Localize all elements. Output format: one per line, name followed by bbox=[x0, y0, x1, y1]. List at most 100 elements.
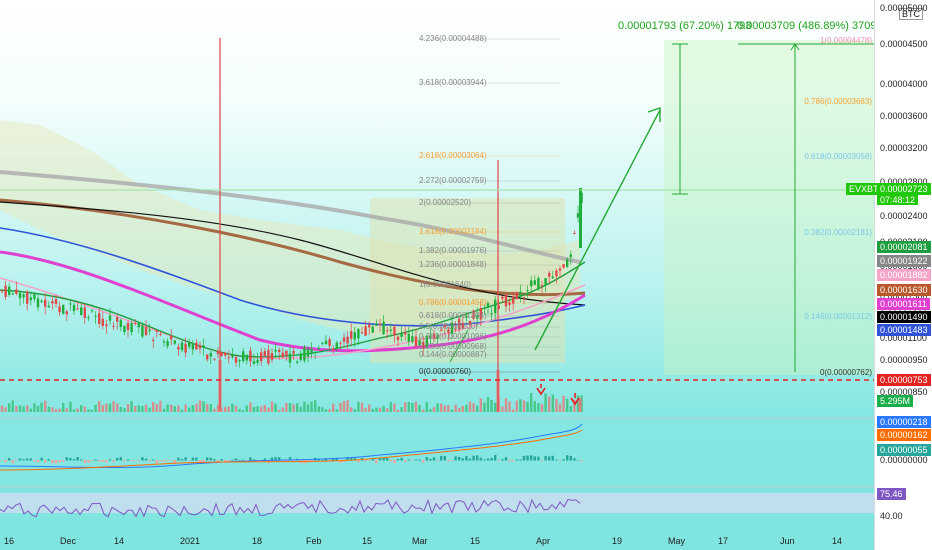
candle-body bbox=[87, 317, 90, 319]
macd-histogram-bar bbox=[87, 460, 90, 463]
volume-bar bbox=[209, 404, 212, 412]
macd-histogram-bar bbox=[195, 457, 198, 461]
candle-body bbox=[234, 357, 238, 363]
currency-unit: BTC bbox=[899, 8, 923, 20]
macd-histogram-bar bbox=[504, 457, 508, 461]
volume-bar bbox=[371, 408, 374, 412]
volume-bar bbox=[177, 405, 180, 412]
volume-bar bbox=[461, 405, 464, 412]
volume-bar bbox=[162, 408, 166, 412]
candle-body bbox=[432, 334, 436, 339]
candle-body bbox=[537, 278, 540, 290]
candle-body bbox=[216, 351, 220, 354]
macd-histogram-bar bbox=[378, 457, 382, 461]
volume-bar bbox=[332, 403, 335, 412]
macd-histogram-bar bbox=[36, 460, 40, 463]
macd-histogram-bar bbox=[137, 460, 140, 461]
macd-indicator[interactable] bbox=[0, 455, 583, 464]
volume-bar bbox=[378, 407, 382, 412]
macd-histogram-bar bbox=[126, 459, 130, 461]
macd-histogram-bar bbox=[188, 460, 191, 461]
macd-histogram-bar bbox=[170, 460, 173, 461]
volume-bar bbox=[468, 401, 472, 412]
candle-body bbox=[350, 331, 353, 339]
candle-body bbox=[198, 345, 202, 349]
candle-body bbox=[501, 296, 504, 299]
volume-bar bbox=[458, 408, 461, 412]
projection-arrow-head bbox=[647, 107, 661, 122]
volume-bar bbox=[137, 405, 140, 412]
time-tick-label: May bbox=[668, 536, 686, 546]
candle-body bbox=[126, 322, 130, 330]
volume-bar bbox=[418, 405, 421, 412]
candle-body bbox=[137, 323, 140, 328]
candle-body bbox=[202, 345, 205, 348]
price-tag-black-ma: 0.00001490 bbox=[877, 311, 931, 323]
volume-bar bbox=[310, 401, 313, 412]
volume-bar bbox=[396, 409, 400, 412]
fib-level-label: 2.272(0.00002759) bbox=[419, 176, 487, 185]
candle-body bbox=[11, 293, 14, 295]
volume-tag: 5.295M bbox=[877, 395, 914, 407]
candle-body bbox=[278, 349, 281, 353]
macd-histogram-bar bbox=[213, 458, 216, 461]
fib-level-label: 1.236(0.00001848) bbox=[419, 260, 487, 269]
volume-bar bbox=[364, 407, 367, 412]
macd-histogram-bar bbox=[173, 460, 176, 464]
time-tick-label: 17 bbox=[718, 536, 729, 546]
volume-bar bbox=[148, 407, 151, 412]
volume-bar bbox=[382, 405, 385, 412]
volume-bar bbox=[76, 408, 79, 412]
candle-body bbox=[47, 305, 50, 308]
candle-body bbox=[447, 329, 450, 333]
volume-bar bbox=[342, 400, 346, 412]
candle-body bbox=[353, 332, 356, 340]
candle-body bbox=[299, 353, 302, 360]
volume-bar bbox=[558, 403, 562, 412]
candle-body bbox=[4, 285, 7, 297]
fib-level-label: 0.618(0.00001304) bbox=[419, 311, 487, 320]
volume-bar bbox=[288, 402, 292, 412]
macd-histogram-bar bbox=[191, 457, 194, 461]
candle-body bbox=[144, 326, 148, 336]
projection-arrow[interactable] bbox=[534, 109, 661, 351]
volume-bar bbox=[260, 406, 263, 412]
volume-bar bbox=[4, 407, 7, 412]
macd-histogram-bar bbox=[54, 460, 58, 464]
volume-bar bbox=[126, 404, 130, 412]
volume-bar bbox=[234, 405, 238, 412]
volume-bar bbox=[144, 404, 148, 412]
candle-body bbox=[18, 292, 22, 299]
fib-level-label: 0.144(0.00000887) bbox=[419, 350, 487, 359]
macd-histogram-bar bbox=[94, 459, 97, 461]
macd-histogram-bar bbox=[443, 456, 446, 461]
candle-body bbox=[483, 307, 486, 309]
volume-bar bbox=[296, 403, 299, 412]
candle-body bbox=[76, 308, 79, 310]
volume-bar bbox=[15, 405, 18, 412]
macd-histogram-bar bbox=[119, 457, 122, 461]
macd-histogram-bar bbox=[321, 459, 324, 461]
candle-body bbox=[33, 294, 36, 300]
macd-histogram-bar bbox=[530, 455, 533, 461]
macd-histogram-bar bbox=[22, 459, 25, 461]
candle-body bbox=[440, 329, 443, 331]
ma-pink-line bbox=[0, 277, 586, 360]
volume-bar bbox=[83, 406, 86, 412]
macd-histogram-bar bbox=[15, 460, 18, 461]
macd-histogram-bar bbox=[461, 458, 464, 461]
volume-bar bbox=[198, 400, 202, 412]
macd-histogram-bar bbox=[40, 457, 43, 461]
macd-histogram-bar bbox=[47, 459, 50, 461]
candle-body bbox=[306, 348, 310, 357]
candle-body bbox=[166, 341, 169, 347]
macd-histogram-bar bbox=[476, 455, 479, 461]
target-zone-box bbox=[664, 40, 874, 375]
price-tag-support: 0.00000753 bbox=[877, 374, 931, 386]
volume-bar bbox=[578, 398, 582, 412]
price-chart[interactable] bbox=[0, 0, 874, 550]
macd-histogram-bar bbox=[522, 455, 526, 461]
candle-body bbox=[378, 323, 382, 325]
macd-histogram-bar bbox=[123, 460, 126, 462]
